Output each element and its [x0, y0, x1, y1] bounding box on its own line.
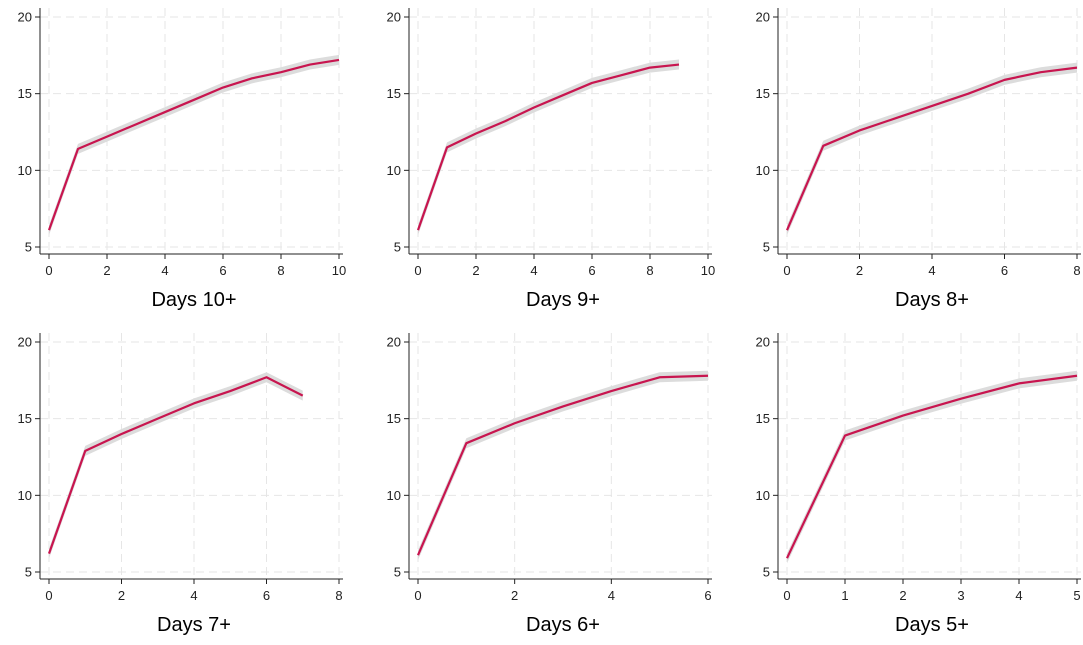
y-tick-label: 20	[387, 10, 401, 25]
y-tick-label: 20	[756, 335, 770, 350]
x-tick-label: 2	[103, 263, 110, 278]
x-tick-label: 0	[414, 263, 421, 278]
y-tick-label: 5	[25, 565, 32, 580]
panel-days-5: 5 10 15 20 0 1 2 3 4 5 Days 5+	[738, 325, 1083, 645]
confidence-band	[49, 54, 339, 236]
x-tick-label: 8	[277, 263, 284, 278]
series-line	[47, 376, 304, 554]
x-tick-label: 0	[45, 263, 52, 278]
x-tick-label: 4	[190, 588, 197, 603]
y-tick-label: 20	[18, 335, 32, 350]
axes: 5 10 15 20 0 2 4 6 8 10	[387, 8, 715, 278]
y-tick-label: 5	[763, 565, 770, 580]
panel-title: Days 8+	[895, 289, 969, 311]
x-tick-label: 6	[219, 263, 226, 278]
panel-days-6: 5 10 15 20 0 2 4 6 Days 6+	[369, 325, 714, 645]
y-tick-label: 15	[18, 411, 32, 426]
axes: 5 10 15 20 0 2 4 6 8 10	[18, 8, 346, 278]
x-tick-label: 8	[1073, 263, 1080, 278]
panel-title: Days 9+	[526, 289, 600, 311]
x-tick-label: 3	[957, 588, 964, 603]
series-line	[416, 374, 709, 556]
chart-svg: 5 10 15 20 0 2 4 6 8 Days 8+	[756, 8, 1081, 311]
y-tick-label: 5	[394, 565, 401, 580]
panel-title: Days 5+	[895, 614, 969, 636]
x-tick-label: 4	[1015, 588, 1022, 603]
grid	[409, 8, 712, 254]
x-tick-label: 2	[472, 263, 479, 278]
y-tick-label: 10	[18, 163, 32, 178]
panel-days-7: 5 10 15 20 0 2 4 6 8 Days 7+	[0, 325, 345, 645]
axes: 5 10 15 20 0 2 4 6 8	[756, 8, 1081, 278]
y-tick-label: 15	[387, 86, 401, 101]
x-tick-label: 8	[646, 263, 653, 278]
panel-days-8: 5 10 15 20 0 2 4 6 8 Days 8+	[738, 0, 1083, 320]
series-line	[47, 58, 340, 231]
x-tick-label: 2	[511, 588, 518, 603]
chart-svg: 5 10 15 20 0 2 4 6 8 Days 7+	[18, 333, 343, 636]
chart-svg: 5 10 15 20 0 2 4 6 Days 6+	[387, 333, 712, 636]
y-tick-label: 20	[387, 335, 401, 350]
series-line	[416, 63, 680, 231]
panel-title: Days 7+	[157, 614, 231, 636]
y-tick-label: 10	[18, 488, 32, 503]
series-line	[785, 66, 1078, 231]
x-tick-label: 1	[841, 588, 848, 603]
grid	[40, 8, 343, 254]
x-tick-label: 10	[701, 263, 715, 278]
axes: 5 10 15 20 0 2 4 6	[387, 333, 712, 603]
axes: 5 10 15 20 0 2 4 6 8	[18, 333, 343, 603]
x-tick-label: 6	[263, 588, 270, 603]
y-tick-label: 5	[763, 240, 770, 255]
y-tick-label: 15	[387, 411, 401, 426]
axes: 5 10 15 20 0 1 2 3 4 5	[756, 333, 1081, 603]
x-tick-label: 8	[335, 588, 342, 603]
y-tick-label: 15	[756, 411, 770, 426]
x-tick-label: 4	[161, 263, 168, 278]
chart-svg: 5 10 15 20 0 2 4 6 8 10 Days 9+	[387, 8, 715, 311]
x-tick-label: 0	[45, 588, 52, 603]
y-tick-label: 10	[387, 163, 401, 178]
x-tick-label: 6	[588, 263, 595, 278]
y-tick-label: 10	[756, 163, 770, 178]
y-tick-label: 15	[18, 86, 32, 101]
x-tick-label: 2	[856, 263, 863, 278]
y-tick-label: 15	[756, 86, 770, 101]
x-tick-label: 6	[704, 588, 711, 603]
panel-days-9: 5 10 15 20 0 2 4 6 8 10 Days 9+	[369, 0, 715, 320]
grid	[40, 333, 343, 579]
grid	[409, 333, 712, 579]
x-tick-label: 6	[1001, 263, 1008, 278]
confidence-band	[49, 372, 303, 559]
chart-svg: 5 10 15 20 0 1 2 3 4 5 Days 5+	[756, 333, 1081, 636]
y-tick-label: 5	[394, 240, 401, 255]
y-tick-label: 20	[18, 10, 32, 25]
confidence-band	[787, 370, 1077, 564]
y-tick-label: 10	[387, 488, 401, 503]
x-tick-label: 4	[608, 588, 615, 603]
x-tick-label: 2	[899, 588, 906, 603]
y-tick-label: 5	[25, 240, 32, 255]
x-tick-label: 10	[332, 263, 346, 278]
panel-days-10: 5 10 15 20 0 2 4 6 8 10 Days 10+	[0, 0, 346, 320]
panel-title: Days 10+	[151, 289, 236, 311]
x-tick-label: 0	[783, 263, 790, 278]
confidence-band	[418, 59, 679, 236]
x-tick-label: 2	[118, 588, 125, 603]
x-tick-label: 0	[783, 588, 790, 603]
panel-title: Days 6+	[526, 614, 600, 636]
series-line	[786, 374, 1078, 559]
x-tick-label: 4	[928, 263, 935, 278]
x-tick-label: 5	[1073, 588, 1080, 603]
x-tick-label: 0	[414, 588, 421, 603]
grid	[778, 333, 1081, 579]
chart-svg: 5 10 15 20 0 2 4 6 8 10 Days 10+	[18, 8, 346, 311]
x-tick-label: 4	[530, 263, 537, 278]
y-tick-label: 10	[756, 488, 770, 503]
confidence-band	[418, 370, 708, 561]
y-tick-label: 20	[756, 10, 770, 25]
grid	[778, 8, 1081, 254]
